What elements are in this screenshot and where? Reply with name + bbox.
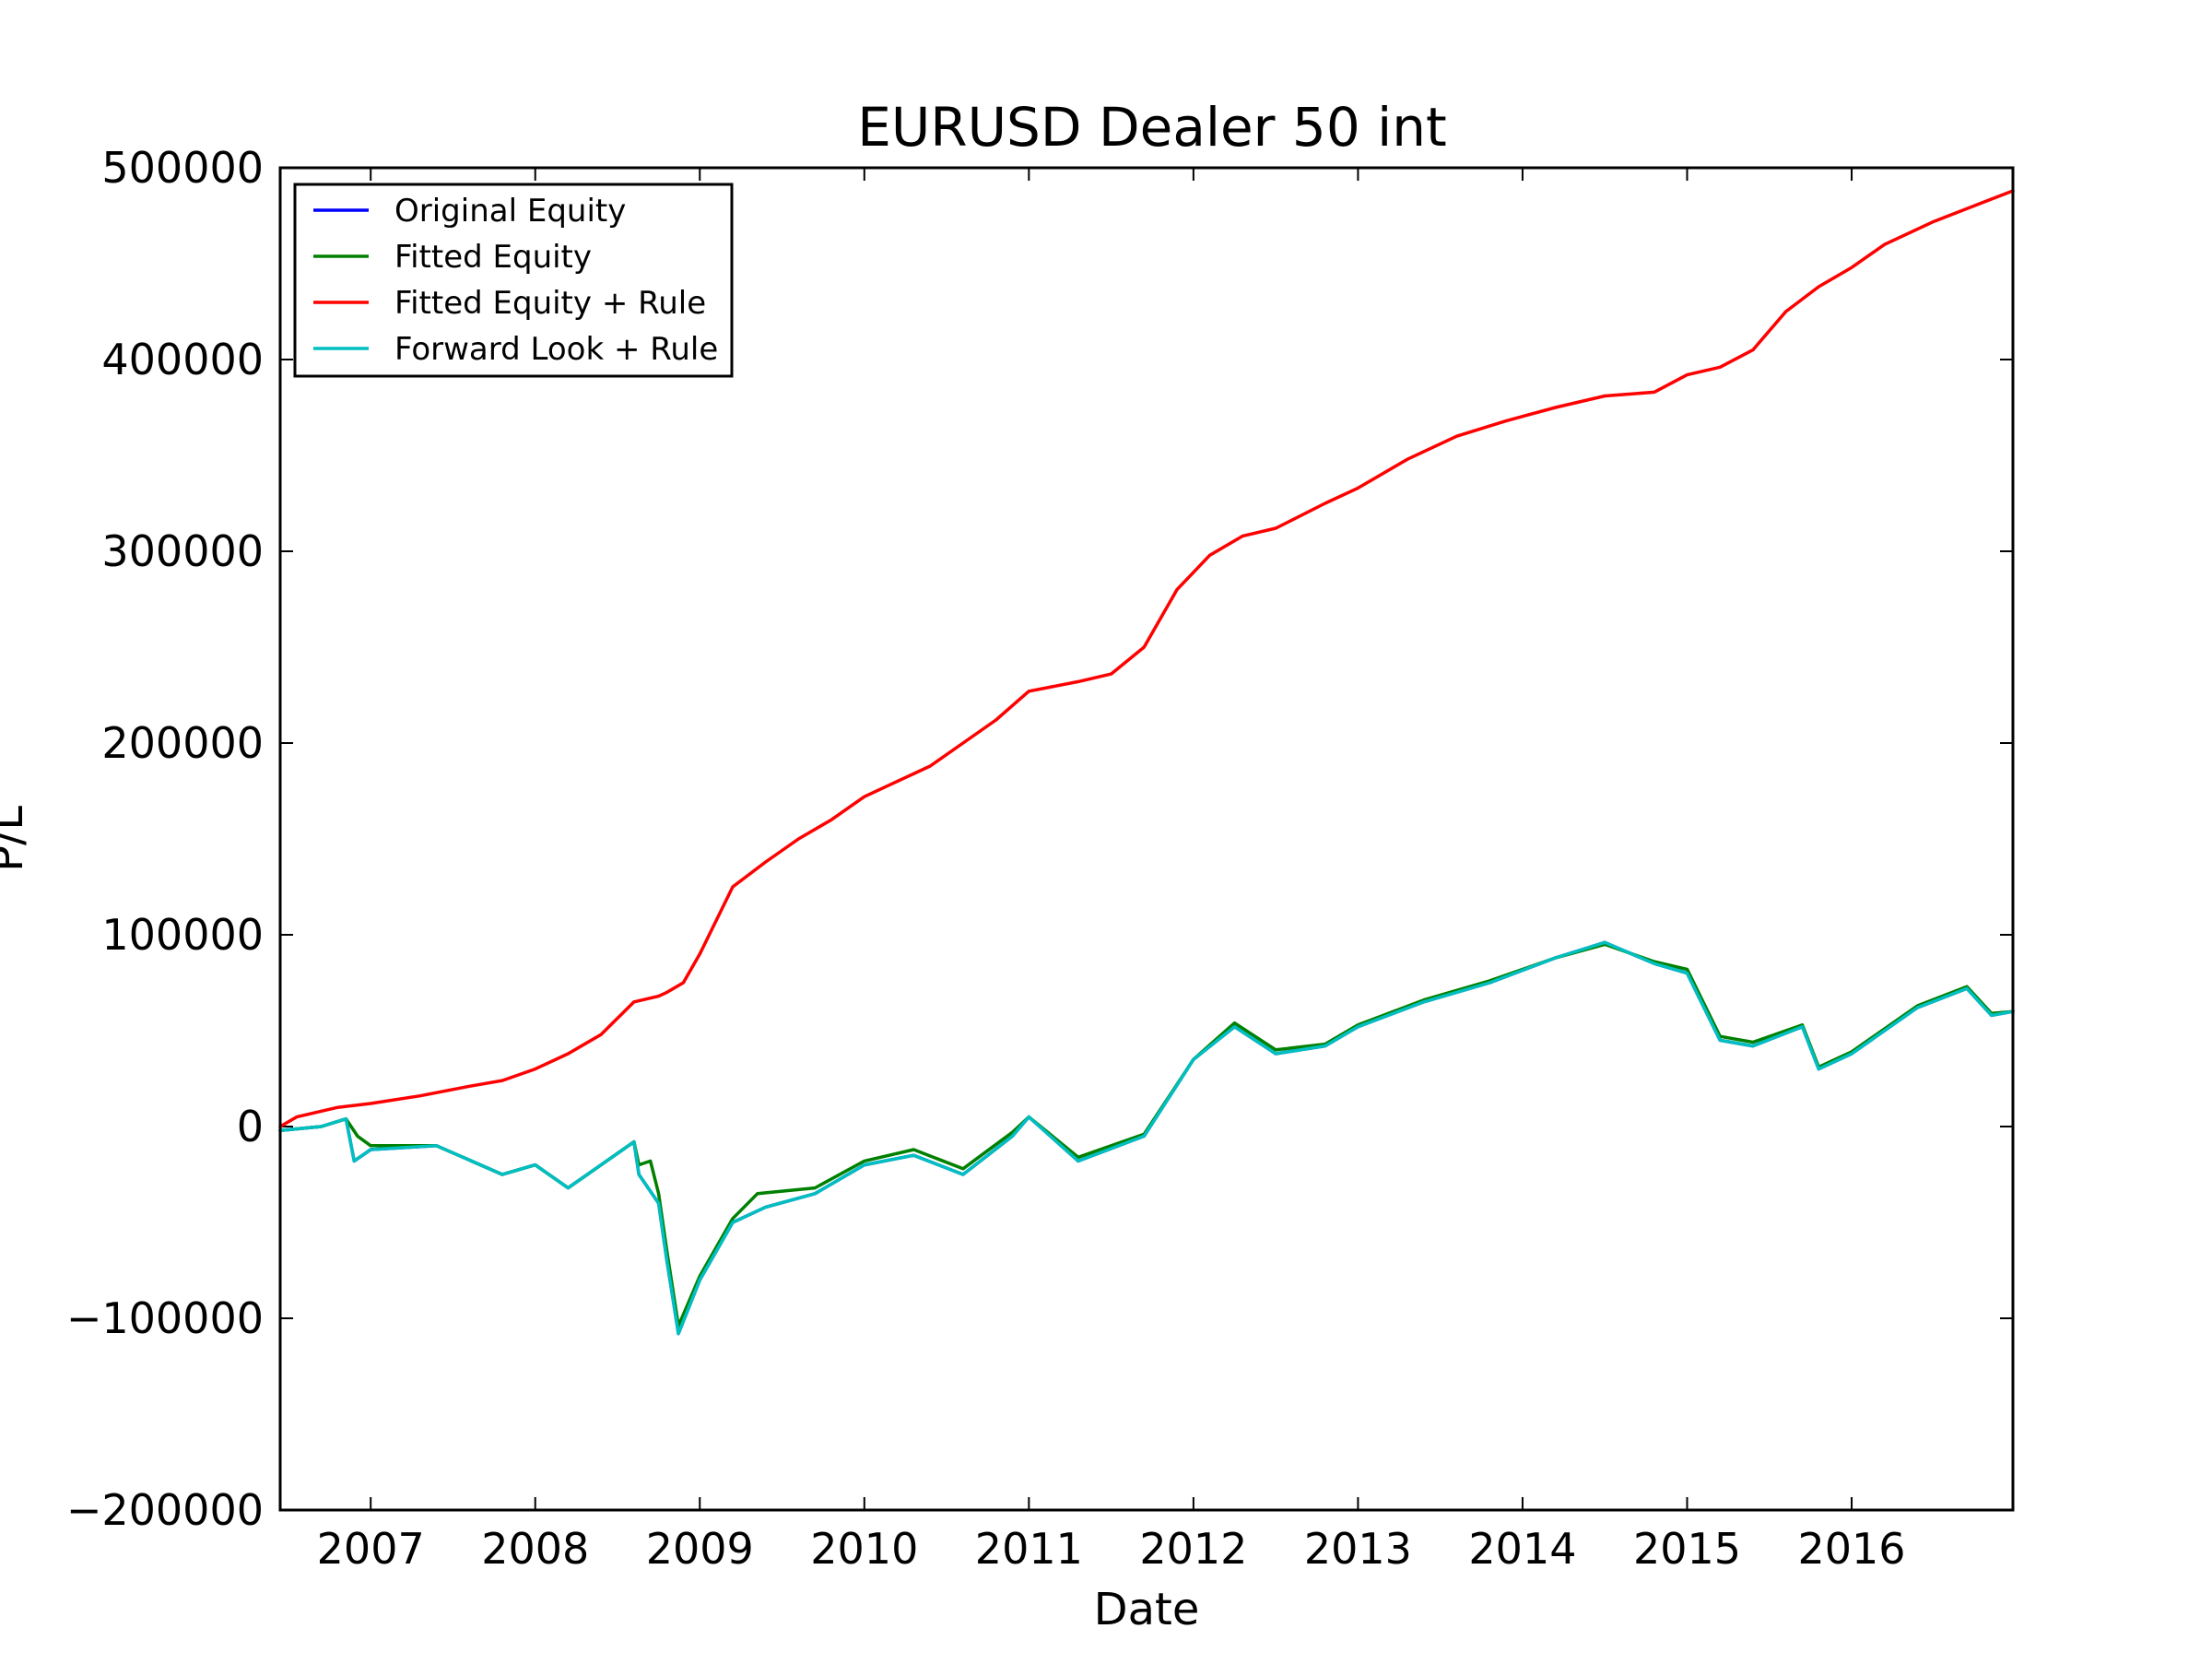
- y-tick-label: −200000: [66, 1485, 264, 1535]
- y-tick-label: 100000: [101, 910, 264, 960]
- x-tick-label: 2012: [1139, 1524, 1247, 1574]
- x-tick-label: 2009: [646, 1524, 754, 1574]
- x-axis-ticks: 2007 2008 2009 2010 2011 2012 2013 2014 2015 2016: [317, 168, 1906, 1574]
- legend: Original Equity Fitted Equity Fitted Equit…: [293, 183, 734, 378]
- y-tick-label: 400000: [101, 335, 264, 384]
- legend-box: [293, 183, 734, 378]
- series-line-forward-look-rule: [278, 940, 2015, 1336]
- y-tick-label: 0: [237, 1102, 264, 1151]
- y-tick-label: −100000: [66, 1293, 264, 1343]
- y-tick-label: 500000: [101, 143, 264, 193]
- x-tick-label: 2016: [1797, 1524, 1905, 1574]
- y-tick-label: 200000: [101, 718, 264, 768]
- legend-entries: Original Equity Fitted Equity Fitted Equit…: [313, 193, 718, 368]
- legend-label-fitted-equity-rule: Fitted Equity + Rule: [394, 285, 706, 322]
- y-axis-ticks: 500000 400000 300000 200000 100000 0 −100000 −2…: [66, 143, 2013, 1535]
- series-lines: [278, 189, 2015, 1336]
- chart-title: EURUSD Dealer 50 int: [857, 96, 1447, 159]
- x-axis-label: Date: [1094, 1584, 1200, 1635]
- y-tick-label: 300000: [101, 526, 264, 576]
- y-axis-label: P/L: [0, 806, 33, 872]
- x-tick-label: 2015: [1633, 1524, 1741, 1574]
- x-tick-label: 2008: [481, 1524, 589, 1574]
- series-line-fitted-equity-rule: [278, 189, 2015, 1128]
- plot-frame: [278, 166, 2015, 1512]
- legend-label-forward-look-rule: Forward Look + Rule: [394, 331, 718, 368]
- x-tick-label: 2013: [1304, 1524, 1412, 1574]
- x-tick-label: 2010: [810, 1524, 918, 1574]
- x-tick-label: 2011: [975, 1524, 1083, 1574]
- plot-area: [280, 168, 2013, 1510]
- x-tick-label: 2014: [1468, 1524, 1576, 1574]
- x-tick-label: 2007: [317, 1524, 425, 1574]
- legend-label-original-equity: Original Equity: [394, 193, 626, 230]
- legend-label-fitted-equity: Fitted Equity: [394, 239, 592, 276]
